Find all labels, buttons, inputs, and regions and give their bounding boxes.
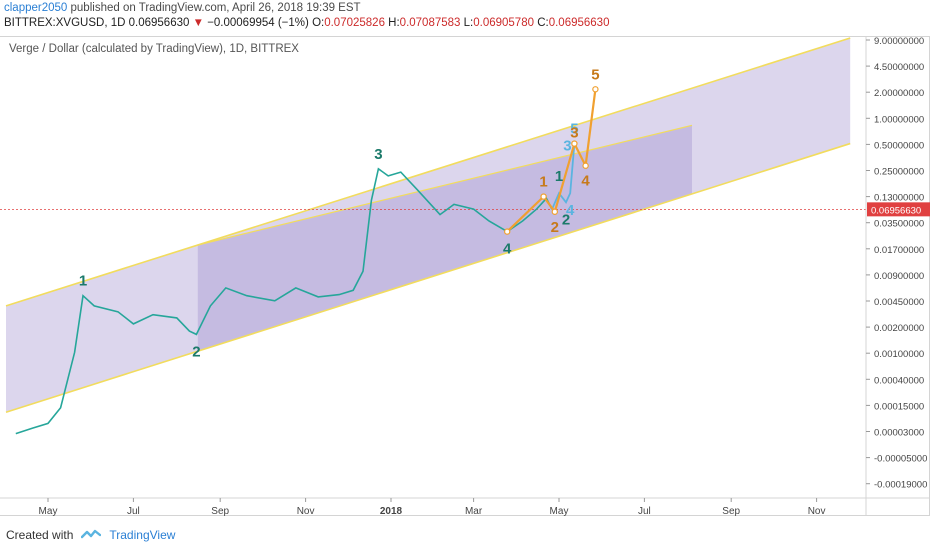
x-tick-label: Nov <box>808 506 826 517</box>
wave-label: 2 <box>192 343 200 360</box>
projection-point <box>582 162 589 169</box>
publish-line: clapper2050 published on TradingView.com… <box>4 2 361 14</box>
wave-label: 3 <box>563 137 571 154</box>
footer: Created with TradingView <box>6 528 175 542</box>
x-tick-label: Jul <box>638 506 651 517</box>
y-tick-label: 0.00900000 <box>874 271 924 282</box>
price-series-line <box>15 167 553 435</box>
last-price: 0.06956630 <box>128 17 190 29</box>
interval-label: 1D <box>110 17 126 29</box>
wave-label: 1 <box>79 273 87 290</box>
y-tick-label: 0.00015000 <box>874 401 924 412</box>
high-label: H: <box>388 17 400 29</box>
y-tick-label: -0.00005000 <box>874 454 927 465</box>
y-tick-label: 4.50000000 <box>874 62 924 73</box>
y-tick-label: 0.13000000 <box>874 193 924 204</box>
channel-mid-line <box>197 124 693 246</box>
wave-label: 3 <box>374 146 382 163</box>
y-tick-label: 0.00040000 <box>874 375 924 386</box>
y-tick-label: -0.00019000 <box>874 480 927 491</box>
x-tick-label: Sep <box>211 506 229 517</box>
created-with-label: Created with <box>6 528 74 542</box>
wave-label: 4 <box>581 173 590 190</box>
author-username[interactable]: clapper2050 <box>4 2 68 14</box>
current-price-tag <box>867 202 930 217</box>
projection-point <box>571 140 578 147</box>
low-value: 0.06905780 <box>473 17 534 29</box>
chart-frame <box>0 36 930 516</box>
publish-info: published on TradingView.com, April 26, … <box>70 2 361 14</box>
x-tick-label: May <box>550 506 569 517</box>
wave-label: 5 <box>570 121 578 138</box>
x-tick-label: Jul <box>127 506 140 517</box>
y-tick-label: 1.00000000 <box>874 114 924 125</box>
y-tick-label: 0.50000000 <box>874 140 924 151</box>
projection-point <box>540 193 547 200</box>
wave-label: 4 <box>566 202 575 219</box>
y-tick-label: 2.00000000 <box>874 88 924 99</box>
channel-fill <box>6 38 851 413</box>
channel-upper-line <box>5 37 851 307</box>
current-price-tag-label: 0.06956630 <box>871 205 921 216</box>
projection-orange-line <box>506 89 597 233</box>
high-value: 0.07087583 <box>399 17 461 29</box>
y-tick-label: 9.00000000 <box>874 36 924 47</box>
y-tick-label: 0.01700000 <box>874 245 924 256</box>
y-tick-label: 0.03500000 <box>874 219 924 230</box>
projection-blue-line <box>551 143 576 210</box>
y-tick-label: 0.00003000 <box>874 428 924 439</box>
x-tick-label: May <box>39 506 58 517</box>
change-arrow-icon: ▼ <box>192 17 204 29</box>
tradingview-logo-icon <box>81 529 102 539</box>
low-label: L: <box>463 17 474 29</box>
close-label: C: <box>537 17 549 29</box>
projection-point <box>504 228 511 235</box>
ohlc-line: BITTREX:XVGUSD, 1D 0.06956630 ▼ −0.00069… <box>4 17 610 29</box>
open-label: O: <box>312 17 325 29</box>
wave-label: 2 <box>562 211 570 228</box>
close-value: 0.06956630 <box>548 17 610 29</box>
x-tick-label: Nov <box>297 506 315 517</box>
wave-label: 5 <box>591 66 599 83</box>
wave-label: 3 <box>570 125 578 142</box>
y-tick-label: 0.00200000 <box>874 323 924 334</box>
wave-label: 1 <box>555 168 563 185</box>
projection-point <box>551 208 559 215</box>
channel-lower-line <box>5 142 851 413</box>
wave-label: 2 <box>551 219 559 236</box>
wave-label: 4 <box>503 241 512 258</box>
y-tick-label: 0.00100000 <box>874 349 924 360</box>
tradingview-brand[interactable]: TradingView <box>109 528 176 542</box>
inner-channel-fill <box>197 125 693 352</box>
projection-point <box>592 86 599 93</box>
x-tick-label: Mar <box>465 506 483 517</box>
chart-title: Verge / Dollar (calculated by TradingVie… <box>9 43 299 55</box>
open-value: 0.07025826 <box>324 17 385 29</box>
symbol-label: BITTREX:XVGUSD <box>4 17 105 29</box>
change-value: −0.00069954 (−1%) <box>207 17 309 29</box>
y-tick-label: 0.25000000 <box>874 167 924 178</box>
y-tick-label: 0.00450000 <box>874 297 924 308</box>
x-tick-label: 2018 <box>380 506 403 517</box>
x-tick-label: Sep <box>722 506 740 517</box>
wave-label: 1 <box>539 174 547 191</box>
